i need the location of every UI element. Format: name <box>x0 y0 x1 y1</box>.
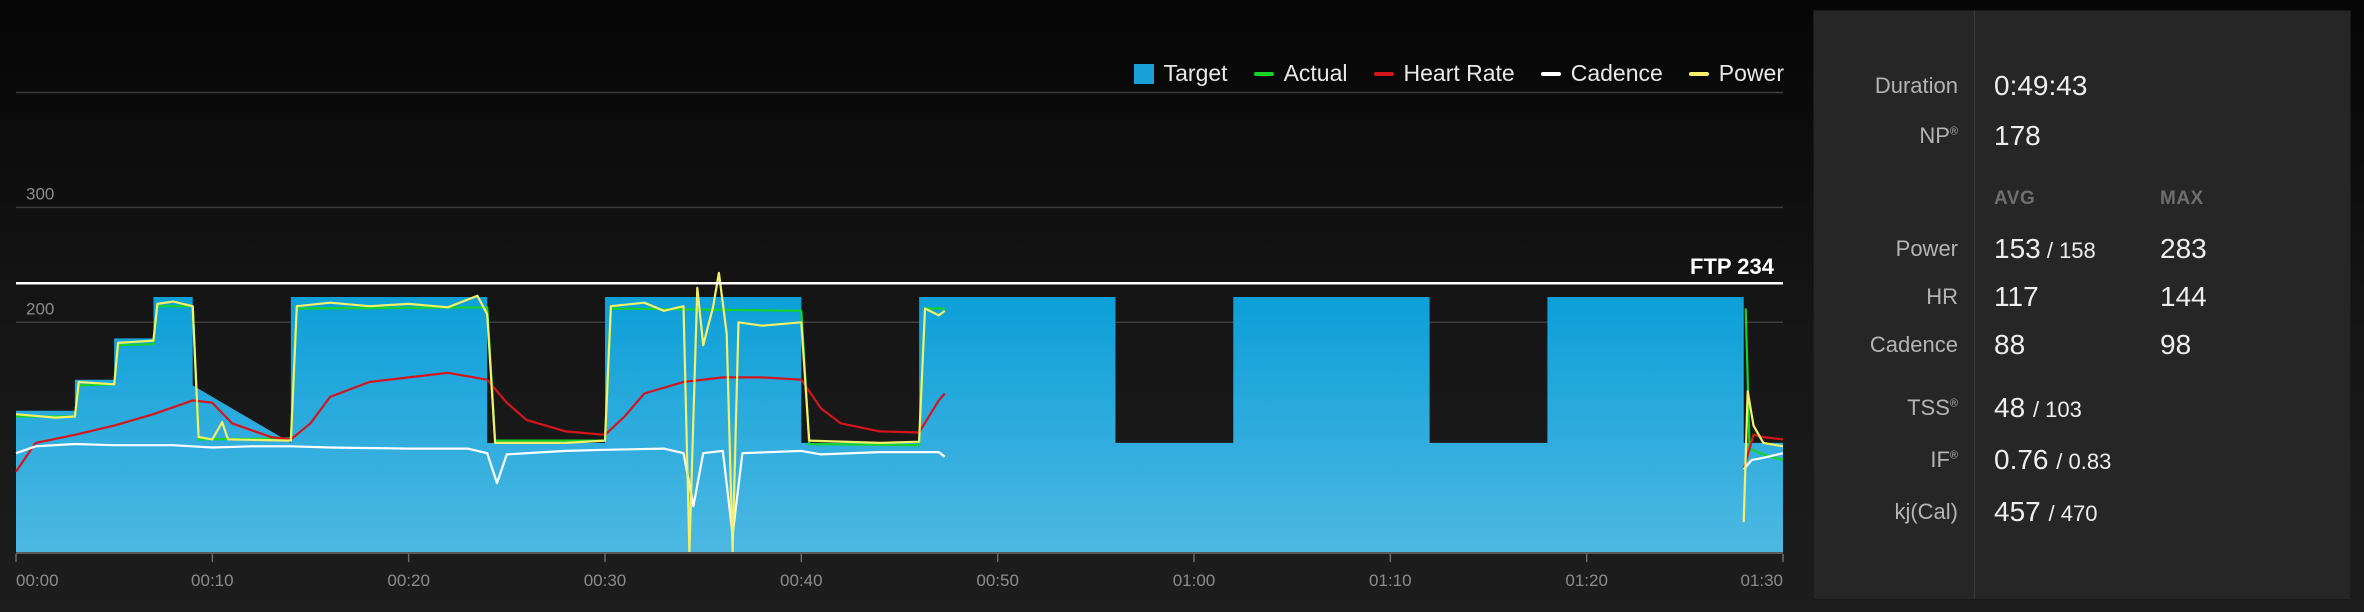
cadence-max: 98 <box>2160 329 2192 360</box>
legend-item-cadence: Cadence <box>1540 60 1663 87</box>
cadence-line-icon <box>1540 71 1561 76</box>
cadence-avg: 88 <box>1994 329 2026 360</box>
chart-plot: 200 300 FTP 234 00:00 00:10 00:20 00:30 00:40… <box>15 91 1784 590</box>
kj-row: kj(Cal) 457 / 470 <box>1814 496 2350 539</box>
if-label: IF® <box>1930 447 1958 472</box>
np-label: NP® <box>1919 123 1958 148</box>
x-tick-label: 01:10 <box>1369 571 1412 590</box>
series-power-line <box>15 271 946 554</box>
series-actual-line <box>1744 308 1784 462</box>
if-row: IF® 0.76 / 0.83 <box>1814 444 2350 487</box>
if-mark: ® <box>1949 449 1958 462</box>
cadence-label: Cadence <box>1869 332 1958 357</box>
hr-max: 144 <box>2160 281 2207 312</box>
power-avg: 153 / 158 <box>1994 233 2096 264</box>
stats-panel: Duration 0:49:43 NP® 178 AVG MAX Power 1… <box>1813 10 2351 600</box>
if-value: 0.76 / 0.83 <box>1994 444 2112 475</box>
hr-row: HR 117 144 <box>1814 281 2350 324</box>
heart-rate-line-icon <box>1373 71 1394 76</box>
legend-label: Heart Rate <box>1403 60 1515 86</box>
panel-divider <box>1974 11 1975 599</box>
kj-value: 457 / 470 <box>1994 496 2098 527</box>
x-tick-label: 01:00 <box>1173 571 1216 590</box>
power-label: Power <box>1895 236 1958 261</box>
chart-legend: Target Actual Heart Rate Cadence Power <box>1133 60 1784 87</box>
legend-label: Power <box>1718 60 1784 86</box>
hr-avg: 117 <box>1994 281 2039 312</box>
np-row: NP® 178 <box>1814 120 2350 163</box>
target-area <box>16 296 1783 552</box>
max-header: MAX <box>2160 188 2204 209</box>
y-tick-label: 200 <box>26 299 54 318</box>
x-tick-label: 01:30 <box>1740 571 1783 590</box>
legend-item-target: Target <box>1133 60 1228 87</box>
x-tick-label: 00:30 <box>584 571 627 590</box>
x-tick-label: 00:10 <box>191 571 234 590</box>
tss-mark: ® <box>1949 397 1958 410</box>
np-value: 178 <box>1994 120 2041 151</box>
x-tick-label: 00:40 <box>780 571 823 590</box>
x-tick-label: 00:50 <box>976 571 1019 590</box>
kj-label: kj(Cal) <box>1894 499 1958 524</box>
np-mark: ® <box>1949 125 1958 138</box>
actual-line-icon <box>1253 71 1274 76</box>
avg-header: AVG <box>1994 188 2036 209</box>
series-cadence-line <box>1742 452 1784 471</box>
tss-label: TSS® <box>1907 395 1958 420</box>
legend-item-power: Power <box>1688 60 1784 87</box>
duration-label: Duration <box>1874 73 1958 98</box>
x-tick-label: 00:20 <box>387 571 430 590</box>
duration-value: 0:49:43 <box>1994 70 2088 101</box>
legend-item-heart-rate: Heart Rate <box>1373 60 1515 87</box>
power-max: 283 <box>2160 233 2207 264</box>
duration-row: Duration 0:49:43 <box>1814 70 2350 113</box>
legend-label: Target <box>1163 60 1228 86</box>
workout-chart: 200 300 FTP 234 00:00 00:10 00:20 00:30 00:40… <box>15 60 1784 590</box>
power-row: Power 153 / 158 283 <box>1814 233 2350 276</box>
legend-label: Cadence <box>1570 60 1663 86</box>
x-tick-label: 00:00 <box>16 571 59 590</box>
cadence-row: Cadence 88 98 <box>1814 329 2350 372</box>
tss-row: TSS® 48 / 103 <box>1814 392 2350 435</box>
ftp-label: FTP 234 <box>1690 254 1775 279</box>
x-tick-label: 01:20 <box>1565 571 1608 590</box>
target-swatch-icon <box>1133 63 1154 84</box>
power-line-icon <box>1688 71 1709 76</box>
series-power-line <box>1742 390 1784 523</box>
y-tick-label: 300 <box>26 184 54 203</box>
series-cadence-line <box>15 442 946 536</box>
legend-label: Actual <box>1283 60 1348 86</box>
legend-item-actual: Actual <box>1253 60 1348 87</box>
hr-label: HR <box>1926 284 1958 309</box>
tss-value: 48 / 103 <box>1994 392 2082 423</box>
